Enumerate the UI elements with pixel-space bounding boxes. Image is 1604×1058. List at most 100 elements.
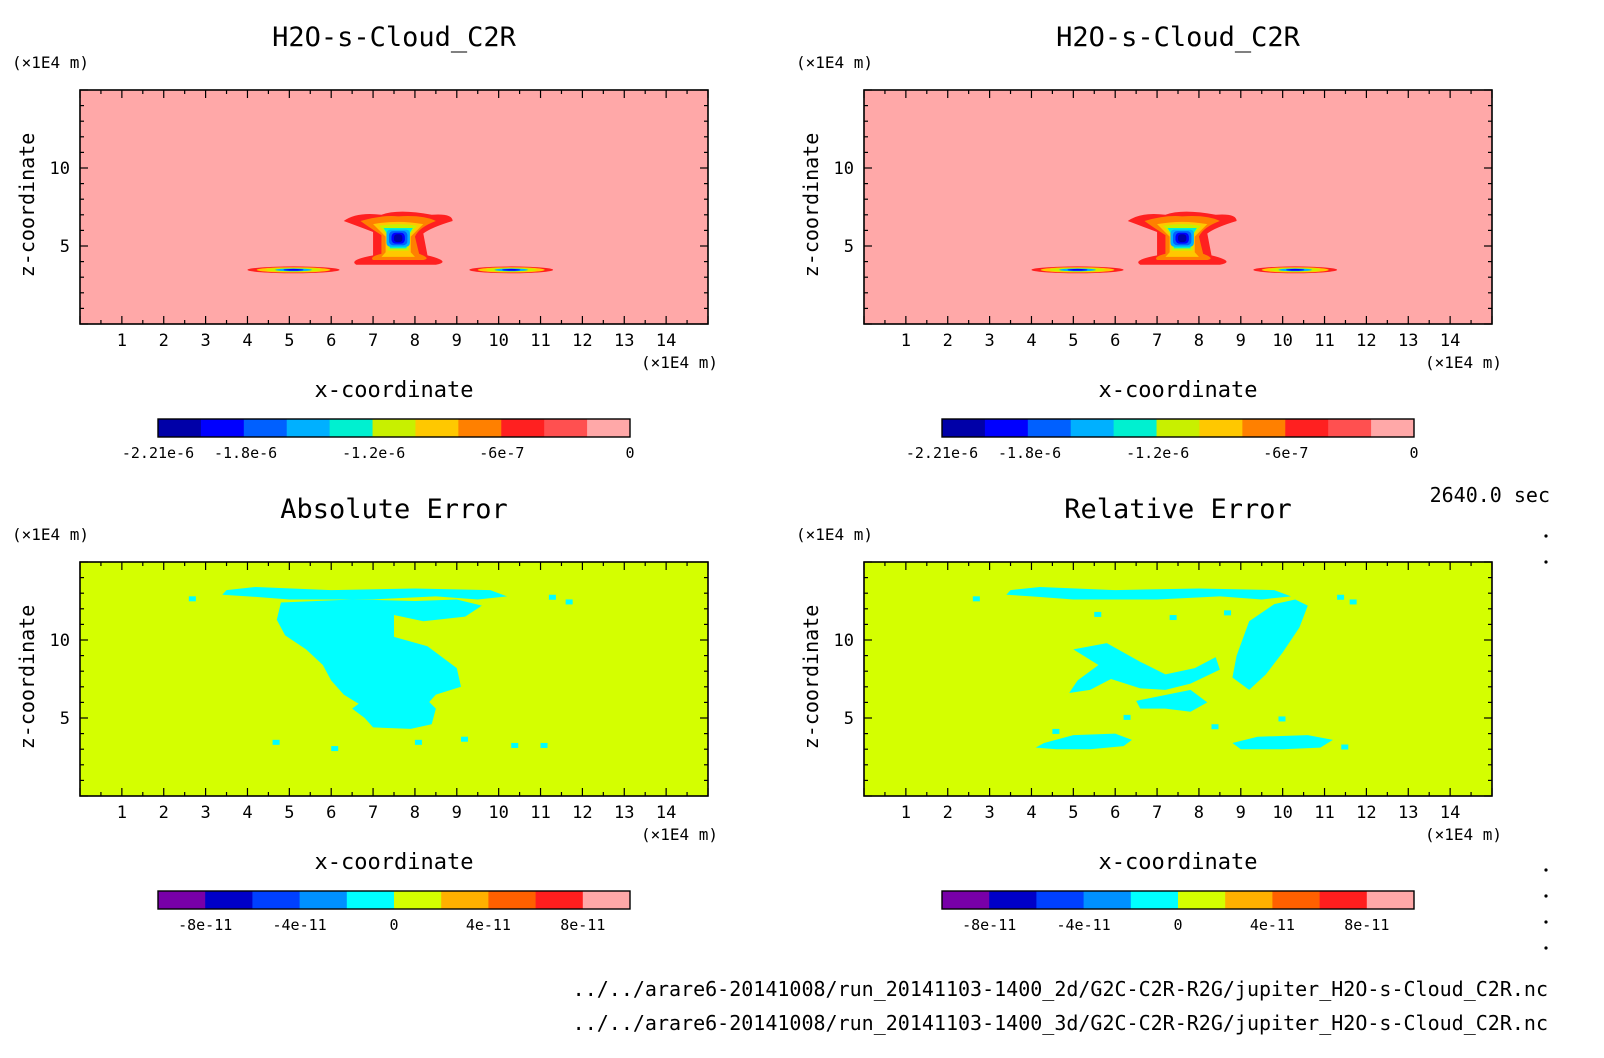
x-tick-label: 6 [1110, 803, 1120, 823]
colorbar-swatch [544, 419, 588, 437]
colorbar-label: 8e-11 [560, 916, 605, 934]
x-tick-label: 1 [117, 331, 127, 351]
colorbar-swatch [535, 891, 584, 909]
x-axis-label: x-coordinate [1099, 378, 1258, 403]
x-tick-label: 11 [530, 331, 550, 351]
x-tick-label: 12 [572, 803, 592, 823]
error-patch [318, 607, 326, 613]
colorbar-label: -8e-11 [178, 916, 232, 934]
field-contours [188, 586, 573, 752]
chart-title: Relative Error [1064, 494, 1292, 525]
colorbar-label: 4e-11 [1250, 916, 1295, 934]
colorbar-swatch [158, 419, 202, 437]
dot-mark [1544, 946, 1548, 950]
x-tick-label: 3 [200, 803, 210, 823]
x-tick-label: 4 [1026, 331, 1036, 351]
x-tick-label: 11 [530, 803, 550, 823]
colorbar-swatch [1199, 419, 1243, 437]
colorbar-label: 0 [625, 444, 634, 462]
y-axis-label: z-coordinate [799, 605, 823, 750]
error-patch [1136, 689, 1208, 712]
error-patch [188, 596, 196, 602]
x-axis-label: x-coordinate [315, 378, 474, 403]
colorbar-swatch [1130, 891, 1179, 909]
x-tick-label: 10 [1272, 803, 1292, 823]
x-tick-label: 13 [1398, 331, 1418, 351]
error-patch [272, 739, 280, 745]
x-axis-label: x-coordinate [1099, 850, 1258, 875]
colorbar-swatch [942, 419, 986, 437]
x-tick-label: 7 [368, 803, 378, 823]
error-patch [565, 599, 573, 605]
x-tick-label: 1 [901, 331, 911, 351]
colorbar-swatch [205, 891, 253, 909]
error-patch [972, 596, 980, 602]
y-tick-label: 10 [50, 631, 70, 651]
x-tick-label: 12 [572, 331, 592, 351]
chart-panel-2: H2O-s-Cloud_C2R(×1E4 m)1 2 3 4 5 6 7 8 9 10 11 12 13… [796, 22, 1502, 462]
y-unit-label: (×1E4 m) [12, 525, 89, 544]
error-patch [548, 594, 556, 600]
x-tick-label: 5 [284, 803, 294, 823]
x-tick-label: 4 [1026, 803, 1036, 823]
error-patch [540, 742, 548, 748]
colorbar-label: 4e-11 [466, 916, 511, 934]
y-tick-label: 10 [834, 631, 854, 651]
x-tick-label: 4 [242, 803, 252, 823]
colorbar-swatch [1272, 891, 1321, 909]
field-contours [972, 586, 1357, 750]
y-axis-label: z-coordinate [15, 605, 39, 750]
error-patch [1052, 728, 1060, 734]
x-tick-label: 7 [1152, 331, 1162, 351]
colorbar-swatch [582, 891, 631, 909]
x-tick-label: 2 [943, 331, 953, 351]
y-tick-label: 5 [60, 709, 70, 729]
colorbar-label: 0 [1409, 444, 1418, 462]
x-tick-label: 8 [1194, 803, 1204, 823]
x-tick-label: 13 [1398, 803, 1418, 823]
colorbar: -8e-11 -4e-11 0 4e-11 8e-11 [941, 890, 1415, 934]
error-patch [222, 586, 508, 600]
footer-path-3d: ../../arare6-20141008/run_20141103-1400_… [573, 1011, 1548, 1035]
colorbar-swatch [1156, 419, 1200, 437]
x-unit-label: (×1E4 m) [1425, 353, 1502, 372]
colorbar-swatch [1366, 891, 1415, 909]
field-contours [1031, 211, 1338, 274]
error-patch [1123, 714, 1131, 720]
x-tick-label: 9 [452, 803, 462, 823]
error-patch [414, 739, 422, 745]
colorbar-frame [157, 418, 631, 438]
x-unit-label: (×1E4 m) [641, 825, 718, 844]
error-patch [1349, 599, 1357, 605]
colorbar-label: -4e-11 [273, 916, 327, 934]
x-tick-label: 7 [1152, 803, 1162, 823]
colorbar-swatch [1036, 891, 1085, 909]
y-unit-label: (×1E4 m) [796, 53, 873, 72]
error-patch [1006, 586, 1292, 600]
colorbar-swatch [243, 419, 288, 437]
colorbar-swatch [252, 891, 301, 909]
cloud-band [283, 268, 304, 271]
x-tick-label: 14 [1440, 331, 1460, 351]
cloud-band [1067, 268, 1088, 271]
cloud-band [1178, 234, 1187, 243]
x-tick-label: 6 [326, 331, 336, 351]
x-tick-label: 11 [1314, 803, 1334, 823]
error-patch [460, 736, 468, 742]
x-tick-label: 9 [452, 331, 462, 351]
colorbar-swatch [441, 891, 489, 909]
colorbar-swatch [1178, 891, 1226, 909]
error-patch [1341, 744, 1349, 750]
error-patch [331, 746, 339, 752]
x-tick-label: 1 [901, 803, 911, 823]
y-unit-label: (×1E4 m) [12, 53, 89, 72]
colorbar-label: 0 [1173, 916, 1182, 934]
chart-title: Absolute Error [280, 494, 508, 525]
error-patch [1211, 724, 1219, 730]
y-unit-label: (×1E4 m) [796, 525, 873, 544]
y-tick-label: 5 [844, 709, 854, 729]
x-unit-label: (×1E4 m) [1425, 825, 1502, 844]
error-patch [356, 683, 390, 698]
colorbar-label: -1.2e-6 [1126, 444, 1189, 462]
x-tick-label: 12 [1356, 331, 1376, 351]
